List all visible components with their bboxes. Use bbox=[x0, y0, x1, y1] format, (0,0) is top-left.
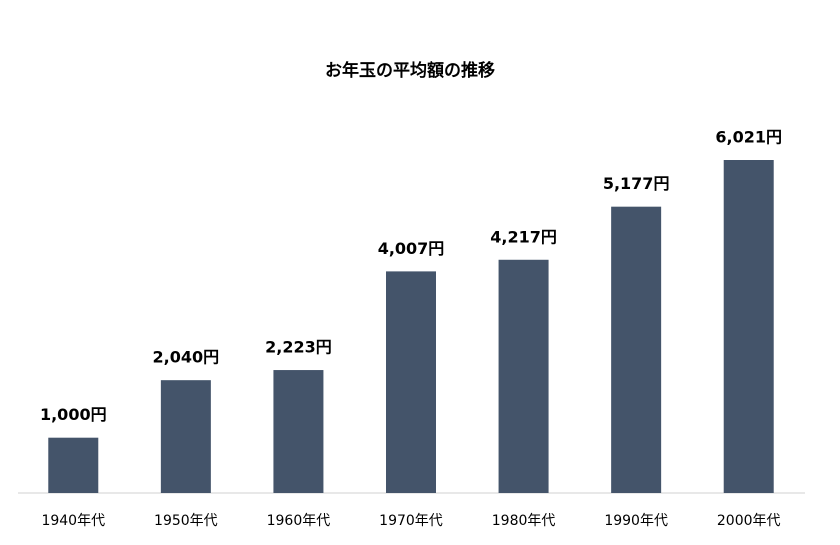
value-label: 5,177円 bbox=[603, 174, 670, 193]
bar bbox=[611, 206, 662, 493]
x-tick-label: 2000年代 bbox=[717, 513, 781, 529]
chart-title: お年玉の平均額の推移 bbox=[325, 60, 495, 81]
value-label: 2,223円 bbox=[265, 338, 332, 357]
bar bbox=[386, 271, 436, 493]
bar bbox=[723, 160, 774, 493]
bar bbox=[273, 370, 324, 493]
x-tick-label: 1960年代 bbox=[267, 513, 331, 529]
x-tick-label: 1970年代 bbox=[379, 513, 443, 529]
x-tick-label: 1950年代 bbox=[154, 513, 218, 529]
bar bbox=[498, 259, 549, 493]
value-label: 4,217円 bbox=[490, 227, 557, 246]
x-tick-label: 1940年代 bbox=[41, 513, 105, 529]
x-tick-label: 1990年代 bbox=[604, 513, 668, 529]
x-tick-label: 1980年代 bbox=[492, 513, 556, 529]
value-label: 6,021円 bbox=[715, 128, 782, 147]
bar bbox=[160, 380, 211, 493]
value-label: 2,040円 bbox=[153, 348, 220, 367]
value-label: 1,000円 bbox=[40, 405, 107, 424]
value-label: 4,007円 bbox=[378, 239, 445, 258]
bar bbox=[48, 437, 99, 493]
